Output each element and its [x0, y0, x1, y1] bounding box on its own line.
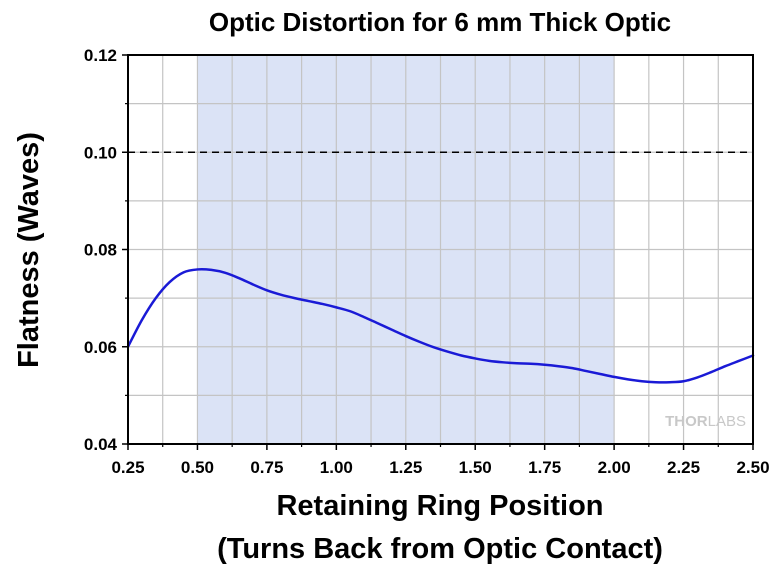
y-tick-label: 0.08	[84, 241, 117, 260]
x-tick-label: 2.00	[598, 458, 631, 477]
chart-title: Optic Distortion for 6 mm Thick Optic	[209, 7, 671, 37]
x-tick-label: 0.75	[250, 458, 283, 477]
x-tick-label: 2.25	[667, 458, 700, 477]
x-axis-label-line2: (Turns Back from Optic Contact)	[217, 533, 663, 565]
y-tick-label: 0.12	[84, 46, 117, 65]
y-tick-label: 0.10	[84, 143, 117, 162]
x-axis-label-line1: Retaining Ring Position	[276, 490, 603, 522]
x-tick-label: 1.50	[459, 458, 492, 477]
y-tick-labels: 0.04 0.06 0.08 0.10 0.12	[84, 46, 118, 454]
x-tick-label: 1.75	[528, 458, 561, 477]
y-tick-label: 0.06	[84, 338, 117, 357]
watermark-logo: THORLABS	[665, 413, 746, 430]
x-tick-label: 0.25	[111, 458, 144, 477]
x-tick-label: 0.50	[181, 458, 214, 477]
y-axis-label: Flatness (Waves)	[13, 132, 45, 368]
axis-ticks	[122, 54, 754, 450]
x-tick-label: 1.00	[320, 458, 353, 477]
x-tick-label: 1.25	[389, 458, 422, 477]
y-tick-label: 0.04	[84, 435, 118, 454]
series-line	[126, 268, 755, 384]
x-tick-label: 2.50	[736, 458, 769, 477]
x-tick-labels: 0.25 0.50 0.75 1.00 1.25 1.50 1.75 2.00 2.25 2.50	[111, 458, 769, 477]
